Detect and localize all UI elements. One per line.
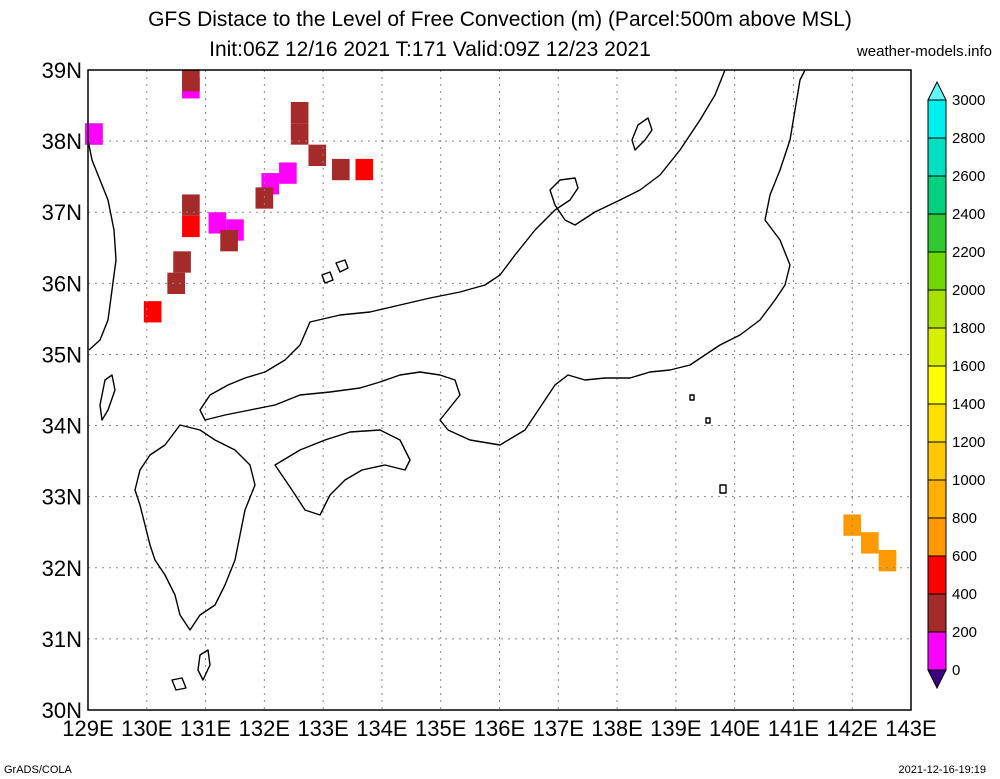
lat-tick-label: 34N [42,414,82,439]
data-cell [182,215,200,238]
coastline-layer [87,69,806,691]
lat-tick-label: 38N [42,129,82,154]
data-cell [355,158,374,181]
colorbar-label: 2600 [952,168,985,185]
map-subtitle: Init:06Z 12/16 2021 T:171 Valid:09Z 12/2… [209,38,651,61]
colorbar-segment [927,175,947,215]
coastline-yakushima [171,649,211,691]
colorbar-label: 800 [952,510,977,527]
colorbar-label: 2000 [952,282,985,299]
lat-tick-label: 37N [42,200,82,225]
coastline-korea [87,139,117,351]
gridline-layer [88,70,911,710]
lon-tick-label: 133E [297,716,348,741]
colorbar-label: 3000 [952,92,985,109]
colorbar-label: 1400 [952,396,985,413]
lon-tick-label: 138E [591,716,642,741]
colorbar-segment [927,365,947,405]
colorbar-label: 2800 [952,130,985,147]
data-cell [85,123,103,145]
colorbar-max-triangle [927,80,947,101]
tick-label-layer: 129E 130E 131E 132E 133E 134E 135E 136E 137E 138E… [42,58,937,741]
colorbar-segment [927,403,947,443]
data-cell [878,550,897,572]
lon-tick-label: 129E [62,716,113,741]
data-cell [290,102,309,124]
colorbar-label: 2200 [952,244,985,261]
data-cell [182,70,200,92]
colorbar-label: 1600 [952,358,985,375]
lon-tick-label: 141E [768,716,819,741]
colorbar-min-triangle [927,669,947,690]
lon-tick-label: 142E [827,716,878,741]
lat-tick-label: 32N [42,556,82,581]
lat-tick-label: 36N [42,271,82,296]
data-cell [331,158,350,181]
colorbar-segment [927,517,947,557]
data-cell [279,162,297,184]
colorbar-segment [927,99,947,139]
map-frame [87,69,912,711]
colorbar-label: 1800 [952,320,985,337]
footer-software: GrADS/COLA [4,764,72,776]
lon-tick-label: 131E [180,716,231,741]
data-cell [173,251,191,273]
lat-tick-label: 35N [42,342,82,367]
colorbar-segment [927,631,947,671]
lon-tick-label: 137E [533,716,584,741]
colorbar-segment [927,479,947,519]
colorbar-segment [927,593,947,633]
lon-tick-label: 136E [474,716,525,741]
colorbar-segment [927,441,947,481]
credit-text: weather-models.info [856,43,992,60]
colorbar-segment [927,137,947,177]
colorbar-segment [927,251,947,291]
colorbar-label: 400 [952,586,977,603]
coastline-tsushima [99,374,116,421]
data-cell [861,532,879,554]
coastline-izu [689,394,727,494]
footer-timestamp: 2021-12-16-19:19 [898,764,986,776]
colorbar: 0 200 400 600 800 1000 1200 1400 1600 1800 2000 220… [927,80,985,690]
colorbar-label: 0 [952,662,960,679]
colorbar-label: 2400 [952,206,985,223]
coastline-oki [321,259,349,284]
lat-tick-label: 33N [42,485,82,510]
lon-tick-label: 135E [415,716,466,741]
lon-tick-label: 139E [650,716,701,741]
data-cell [182,194,200,216]
lon-tick-label: 134E [356,716,407,741]
colorbar-segment [927,555,947,595]
coastline-sado [631,117,653,151]
lat-tick-label: 30N [42,698,82,723]
cell-layer [85,70,897,572]
colorbar-label: 600 [952,548,977,565]
colorbar-segment [927,289,947,329]
colorbar-label: 1000 [952,472,985,489]
lat-tick-label: 31N [42,627,82,652]
map-title: GFS Distace to the Level of Free Convect… [148,8,852,31]
coastline-honshu [199,69,806,446]
lon-tick-label: 132E [239,716,290,741]
lon-tick-label: 130E [121,716,172,741]
coastline-shikoku [274,429,411,516]
coastline-kyushu [134,424,256,631]
data-cell [290,123,309,145]
data-cell [308,144,327,166]
lon-tick-label: 143E [885,716,936,741]
colorbar-label: 1200 [952,434,985,451]
data-cell [220,230,238,252]
data-cell [143,301,162,323]
colorbar-label: 200 [952,624,977,641]
lon-tick-label: 140E [709,716,760,741]
data-cell [167,272,185,294]
colorbar-segment [927,327,947,367]
colorbar-segment [927,213,947,253]
lat-tick-label: 39N [42,58,82,83]
data-cell [208,212,227,234]
